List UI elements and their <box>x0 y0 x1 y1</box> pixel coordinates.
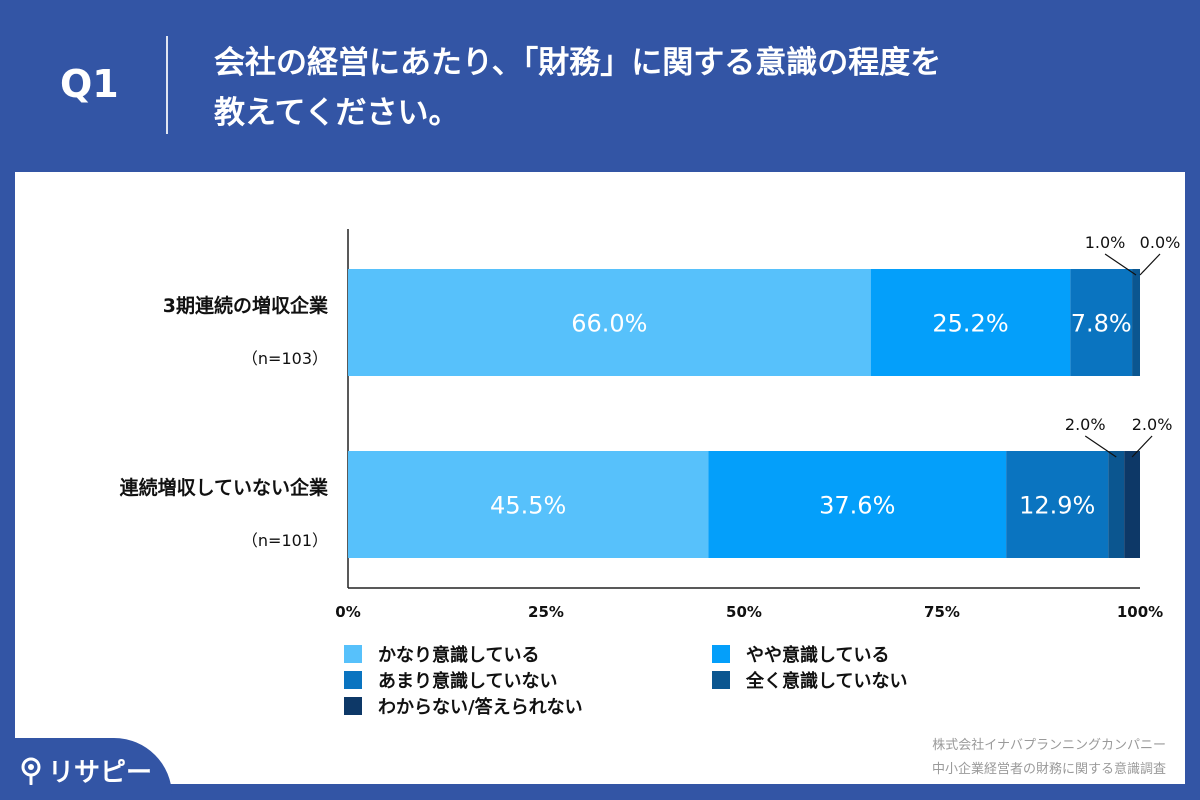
legend-item: わからない/答えられない <box>344 695 712 718</box>
bar-segment <box>348 451 709 558</box>
legend-swatch <box>344 671 362 689</box>
map-pin-icon <box>21 757 41 785</box>
chart-legend: かなり意識している やや意識しているあまり意識していない 全く意識していないわからな… <box>344 643 1104 718</box>
legend-item: かなり意識している <box>344 643 712 666</box>
bar-segment <box>1132 269 1140 376</box>
legend-label: あまり意識していない <box>378 671 558 692</box>
bar-segment <box>708 451 1007 558</box>
x-tick-label: 75% <box>924 603 960 621</box>
callout-label: 0.0% <box>1140 233 1181 252</box>
x-tick-label: 25% <box>528 603 564 621</box>
callout-label: 1.0% <box>1085 233 1126 252</box>
callout-line <box>1084 435 1117 458</box>
brand-logo: リサピー <box>20 752 152 789</box>
bar-segment <box>1006 451 1109 558</box>
legend-label: わからない/答えられない <box>378 697 583 718</box>
x-tick-label: 0% <box>335 603 360 621</box>
callout-line <box>1131 435 1153 458</box>
bar-segment <box>870 269 1071 376</box>
legend-label: やや意識している <box>746 645 890 666</box>
question-number: Q1 <box>60 62 119 106</box>
legend-label: 全く意識していない <box>746 671 908 692</box>
source-credit: 株式会社イナバプランニングカンパニー 中小企業経営者の財務に関する意識調査 <box>932 734 1166 782</box>
question-line-2: 教えてください。 <box>214 95 460 131</box>
category-sublabel: （n=101） <box>242 531 328 550</box>
data-label: 45.5% <box>490 492 566 520</box>
source-line-2: 中小企業経営者の財務に関する意識調査 <box>931 762 1166 777</box>
category-label: 連続増収していない企業 <box>120 476 329 499</box>
category-sublabel: （n=103） <box>242 349 328 368</box>
bar-segment <box>1108 451 1125 558</box>
callout-label: 2.0% <box>1065 415 1106 434</box>
question-text: 会社の経営にあたり、「財務」に関する意識の程度を 教えてください。 <box>214 38 1174 138</box>
question-line-1: 会社の経営にあたり、「財務」に関する意識の程度を <box>214 45 942 81</box>
logo-badge <box>0 738 172 800</box>
data-label: 25.2% <box>932 310 1008 338</box>
legend-label: かなり意識している <box>378 645 540 666</box>
category-label: 3期連続の増収企業 <box>163 294 329 317</box>
bar-segment <box>1070 269 1133 376</box>
data-label: 7.8% <box>1071 310 1132 338</box>
callout-line <box>1104 253 1137 276</box>
legend-swatch <box>712 671 730 689</box>
legend-swatch <box>344 697 362 715</box>
legend-item: あまり意識していない <box>344 669 712 692</box>
header-divider <box>166 36 168 134</box>
callout-line <box>1139 253 1161 276</box>
bar-segment <box>348 269 871 376</box>
legend-item: 全く意識していない <box>712 669 1080 692</box>
x-tick-label: 50% <box>726 603 762 621</box>
legend-item: やや意識している <box>712 643 1080 666</box>
legend-swatch <box>712 645 730 663</box>
data-label: 66.0% <box>571 310 647 338</box>
source-line-1: 株式会社イナバプランニングカンパニー <box>932 738 1166 753</box>
logo-text: リサピー <box>48 758 153 788</box>
callout-label: 2.0% <box>1132 415 1173 434</box>
data-label: 37.6% <box>819 492 895 520</box>
legend-swatch <box>344 645 362 663</box>
bar-segment <box>1124 451 1140 558</box>
x-tick-label: 100% <box>1117 603 1163 621</box>
header: Q1 会社の経営にあたり、「財務」に関する意識の程度を 教えてください。 <box>0 0 1200 170</box>
data-label: 12.9% <box>1019 492 1095 520</box>
